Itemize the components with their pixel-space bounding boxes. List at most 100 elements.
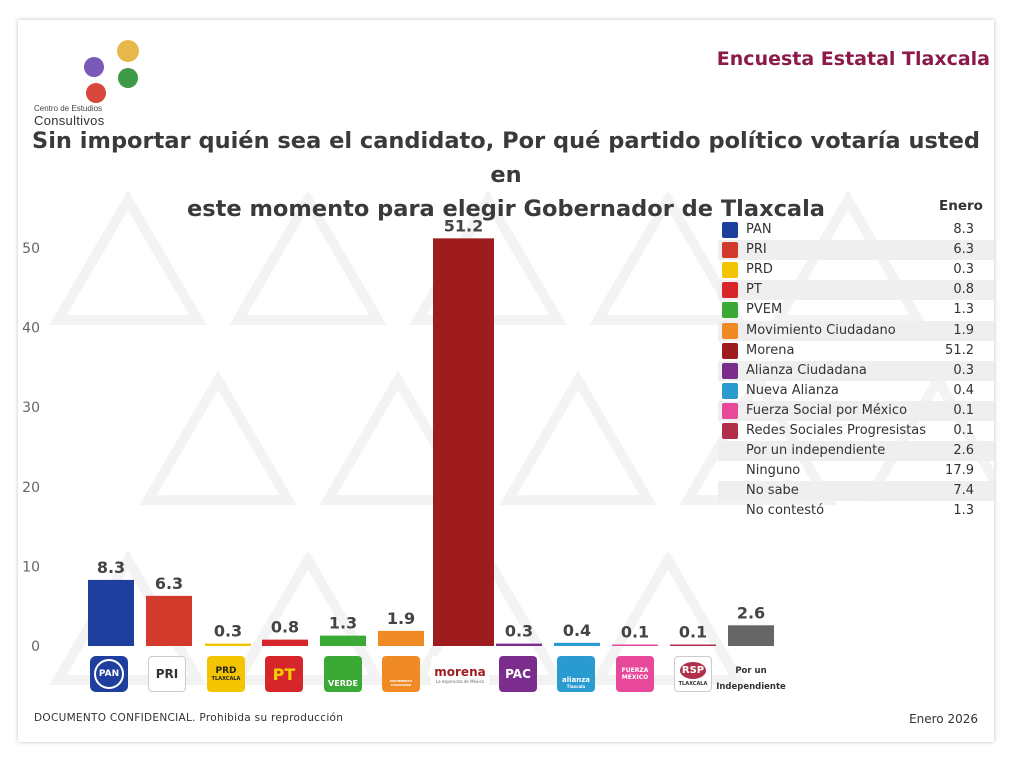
- independent-label-line2: Independiente: [716, 682, 786, 692]
- mc-logo: MOVIMIENTO CIUDADANO: [382, 656, 420, 692]
- prd-logo-subtext: TLAXCALA: [211, 676, 241, 682]
- data-label-3: 0.8: [271, 618, 299, 637]
- bar-2: [205, 643, 251, 646]
- results-row-value: 1.9: [953, 322, 974, 338]
- bar-5: [378, 630, 424, 646]
- results-row: Redes Sociales Progresistas 0.1: [718, 421, 994, 441]
- pac-logo: PAC: [499, 656, 537, 692]
- results-row: No sabe 7.4: [718, 481, 994, 502]
- results-row-value: 1.3: [953, 302, 974, 318]
- y-tick-label: 50: [22, 241, 40, 257]
- org-name-line1: Centro de Estudios: [34, 104, 103, 113]
- fsm-logo: FUERZA MÉXICO: [616, 656, 654, 692]
- na-logo-text: alianza: [561, 676, 591, 684]
- bar-8: [554, 642, 600, 646]
- pvem-logo: VERDE: [324, 656, 362, 692]
- results-row-name: Fuerza Social por México: [746, 402, 908, 418]
- results-row-value: 0.3: [953, 362, 974, 378]
- pan-logo-text: PAN: [93, 659, 125, 689]
- results-row: PRI 6.3: [718, 240, 994, 261]
- bar-chart: 0 10 20 30 40 50 8.3 6.3 0.3 0.8 1.3 1.9 51.2 0.3 0.4…: [22, 216, 774, 655]
- rsp-logo-text: RSP: [679, 661, 707, 679]
- rsp-logo: RSP TLAXCALA: [674, 656, 712, 692]
- results-row-value: 51.2: [945, 342, 974, 358]
- data-label-0: 8.3: [97, 558, 125, 577]
- na-icon: [722, 382, 738, 399]
- pvem-logo-text: VERDE: [328, 679, 358, 688]
- results-row-name: Nueva Alianza: [746, 382, 839, 398]
- results-row-value: 7.4: [953, 483, 974, 499]
- pt-logo-text: PT: [272, 664, 296, 684]
- results-row-name: Movimiento Ciudadano: [746, 322, 896, 338]
- results-row-name: Alianza Ciudadana: [746, 362, 867, 378]
- results-row-name: Redes Sociales Progresistas: [746, 423, 926, 438]
- fsm-logo-subtext: MÉXICO: [621, 674, 649, 681]
- mc-logo-text: MOVIMIENTO CIUDADANO: [389, 679, 413, 687]
- results-row: Movimiento Ciudadano 1.9: [718, 320, 994, 341]
- results-row-name: PVEM: [746, 302, 783, 318]
- mc-icon: [722, 322, 738, 339]
- bar-6: [433, 238, 494, 646]
- results-row-name: PRD: [746, 262, 773, 278]
- bar-7: [496, 643, 542, 646]
- prd-logo: PRD TLAXCALA: [207, 656, 245, 692]
- morena-logo: morena La esperanza de México: [431, 656, 489, 692]
- survey-title: Encuesta Estatal Tlaxcala: [716, 48, 990, 70]
- results-row-value: 2.6: [953, 443, 974, 459]
- results-row: Alianza Ciudadana 0.3: [718, 360, 994, 381]
- y-tick-label: 0: [31, 639, 40, 655]
- pac-icon: [722, 362, 738, 379]
- question-title: Sin importar quién sea el candidato, Por…: [18, 124, 994, 226]
- results-row-name: Morena: [746, 342, 795, 358]
- data-label-10: 0.1: [679, 623, 707, 642]
- pvem-icon: [722, 302, 738, 319]
- prd-logo-text: PRD: [215, 666, 237, 676]
- question-line1: Sin importar quién sea el candidato, Por…: [32, 128, 980, 188]
- results-row-name: PAN: [746, 222, 772, 237]
- data-label-5: 1.9: [387, 609, 415, 628]
- results-row-value: 8.3: [953, 222, 974, 237]
- rsp-logo-subtext: TLAXCALA: [678, 680, 708, 687]
- slide-frame: Centro de Estudios Consultivos Encuesta …: [18, 20, 994, 742]
- y-tick-label: 10: [22, 559, 40, 575]
- results-row: Morena 51.2: [718, 341, 994, 361]
- footer-disclaimer: DOCUMENTO CONFIDENCIAL. Prohibida su rep…: [34, 712, 344, 724]
- data-label-4: 1.3: [329, 614, 357, 633]
- results-row-name: No sabe: [746, 483, 799, 499]
- fsm-logo-text: FUERZA: [621, 667, 649, 674]
- independent-label-line1: Por un: [735, 666, 767, 676]
- results-row-name: Ninguno: [746, 463, 801, 479]
- na-logo-subtext: Tlaxcala: [566, 684, 586, 689]
- bar-4: [320, 635, 366, 646]
- results-row-value: 0.4: [953, 382, 974, 398]
- rsp-icon: [722, 423, 738, 439]
- pt-logo: PT: [265, 656, 303, 692]
- pri-logo-text: PRI: [155, 667, 179, 681]
- org-logo: [84, 40, 139, 103]
- data-label-2: 0.3: [214, 622, 242, 641]
- pan-logo: PAN: [90, 656, 128, 692]
- results-row-value: 0.1: [953, 402, 974, 418]
- results-row-value: 1.3: [953, 503, 974, 519]
- results-row-value: 0.1: [953, 423, 974, 438]
- bar-3: [262, 639, 308, 646]
- results-row-value: 0.3: [953, 262, 974, 278]
- y-tick-label: 20: [22, 480, 40, 496]
- results-row: PT 0.8: [718, 280, 994, 301]
- morena-logo-subtext: La esperanza de México: [435, 678, 485, 684]
- bar-9: [612, 644, 658, 646]
- results-row: Fuerza Social por México 0.1: [718, 400, 994, 421]
- y-tick-label: 40: [22, 321, 40, 337]
- data-label-8: 0.4: [563, 621, 591, 640]
- results-row-name: No contestó: [746, 503, 825, 519]
- results-row-value: 17.9: [945, 463, 974, 479]
- results-row: Ninguno 17.9: [718, 461, 994, 481]
- data-label-7: 0.3: [505, 622, 533, 641]
- y-tick-label: 30: [22, 400, 40, 416]
- footer-date: Enero 2026: [909, 712, 978, 726]
- morena-logo-text: morena: [434, 664, 486, 679]
- org-name-line2: Consultivos: [34, 113, 105, 128]
- pac-logo-text: PAC: [505, 667, 531, 681]
- results-row: Por un independiente 2.6: [718, 441, 994, 462]
- data-label-9: 0.1: [621, 623, 649, 642]
